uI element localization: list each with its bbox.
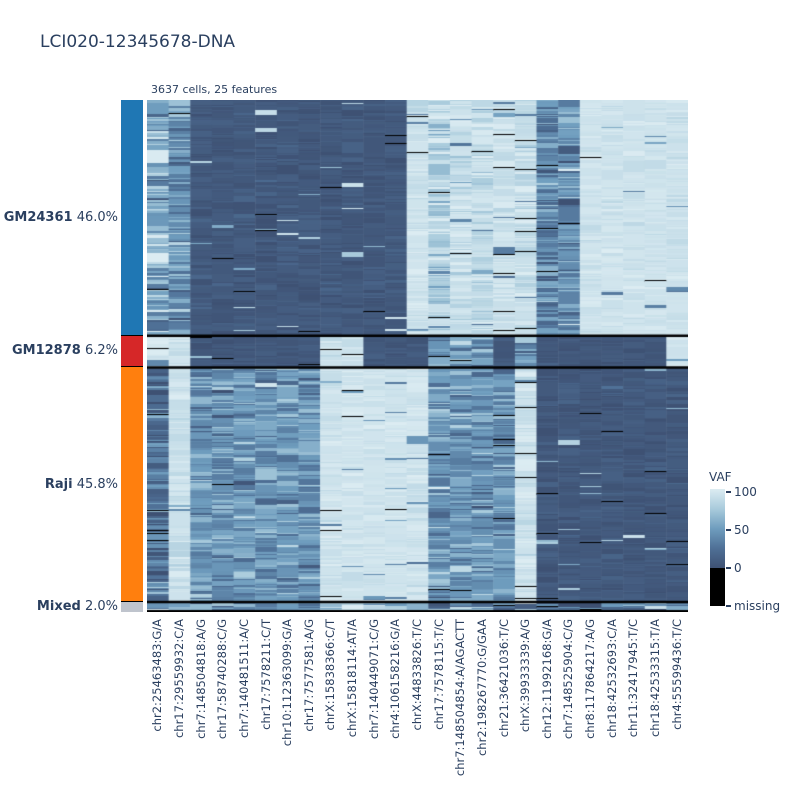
colorbar-tick-label: 100: [734, 485, 757, 499]
x-axis-label: chr4:106158216:G/A: [388, 619, 403, 739]
vaf-heatmap-canvas[interactable]: [147, 100, 688, 612]
cluster-percent: 6.2%: [80, 343, 118, 359]
cluster-bar-raji: [121, 367, 143, 602]
x-axis-label: chr17:7578115:T/C: [431, 619, 446, 730]
x-axis-label: chr17:29559932:C/A: [171, 619, 186, 739]
x-axis-label: chrX:39933339:A/G: [518, 619, 533, 733]
colorbar-tick-label: 0: [734, 561, 742, 575]
cluster-bar-gm12878: [121, 335, 143, 368]
cluster-sidebar: [121, 100, 143, 612]
colorbar-gradient: [710, 489, 725, 568]
cluster-label-gm24361: GM24361 46.0%: [4, 210, 118, 225]
x-axis-label: chr17:58740288:C/G: [215, 619, 230, 740]
x-axis-label: chr18:42533315:T/A: [648, 619, 663, 738]
x-axis-label: chr7:140449071:C/G: [366, 619, 381, 740]
colorbar-tick: [726, 567, 731, 569]
x-axis-label: chr11:32417945:T/C: [626, 619, 641, 738]
colorbar-title: VAF: [709, 470, 732, 484]
x-axis-label: chrX:15838366:C/T: [323, 619, 338, 731]
x-axis-label: chr7:148504854:A/AGACTT: [453, 619, 468, 777]
cluster-bar-mixed: [121, 601, 143, 612]
cluster-percent: 2.0%: [80, 598, 118, 614]
cluster-bar-gm24361: [121, 100, 143, 336]
heatmap-subtitle: 3637 cells, 25 features: [151, 83, 278, 96]
x-axis-label: chr7:148525904:C/G: [561, 619, 576, 740]
colorbar-tick: [726, 529, 731, 531]
x-axis-label: chrX:15818114:AT/A: [345, 619, 360, 738]
colorbar-missing-label: missing: [734, 599, 781, 613]
colorbar-tick: [726, 491, 731, 493]
cluster-name: Mixed: [36, 598, 81, 614]
x-axis-label: chr10:112363099:G/A: [280, 619, 295, 747]
x-axis-label: chr2:198267770:G/GAA: [474, 619, 489, 757]
page-title: LCI020-12345678-DNA: [40, 32, 236, 52]
x-axis-label: chrX:44833826:T/C: [410, 619, 424, 731]
cluster-name: GM24361: [3, 209, 73, 225]
x-axis-label: chr7:140481511:A/C: [236, 619, 251, 739]
x-axis-label: chr17:7577581:A/G: [301, 619, 316, 732]
x-axis-label: chr4:55599436:T/C: [669, 619, 684, 730]
x-axis-label: chr12:11992168:G/A: [539, 619, 554, 739]
cluster-name: Raji: [44, 476, 73, 492]
x-axis-label: chr7:148504818:A/G: [193, 619, 208, 739]
x-axis-label: chr2:25463483:G/A: [150, 619, 165, 732]
cluster-percent: 46.0%: [72, 209, 118, 225]
x-axis-label: chr8:117864217:A/G: [583, 619, 598, 739]
x-axis-label: chr17:7578211:C/T: [258, 619, 273, 730]
cluster-label-gm12878: GM12878 6.2%: [12, 343, 118, 358]
cluster-label-raji: Raji 45.8%: [45, 477, 118, 492]
x-axis-label: chr18:42532693:C/A: [604, 619, 619, 739]
colorbar-tick: [726, 605, 731, 607]
cluster-label-mixed: Mixed 2.0%: [37, 599, 118, 614]
colorbar-missing-block: [710, 568, 725, 606]
cluster-name: GM12878: [11, 343, 81, 359]
cluster-percent: 45.8%: [72, 476, 118, 492]
x-axis-label: chr21:36421036:T/C: [496, 619, 511, 738]
colorbar-tick-label: 50: [734, 523, 750, 537]
